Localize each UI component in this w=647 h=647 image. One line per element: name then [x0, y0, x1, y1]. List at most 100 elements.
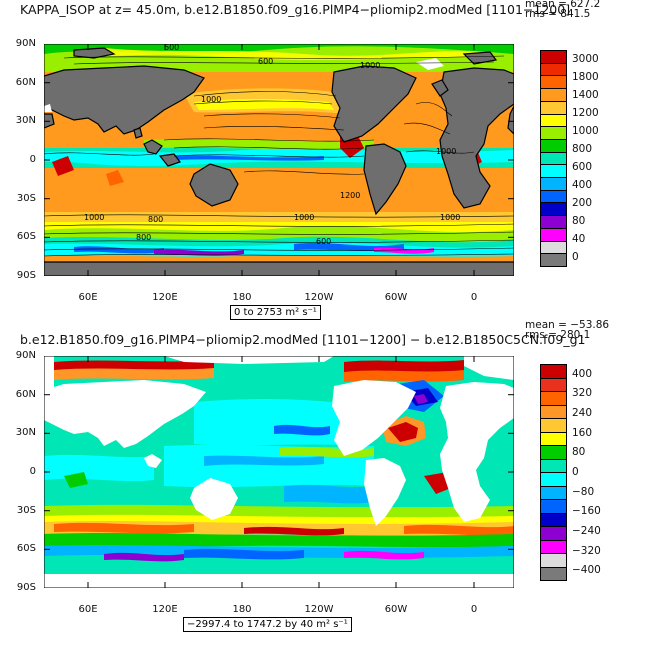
colorbar-label: −80	[572, 485, 595, 498]
lat-label: 0	[29, 154, 36, 165]
colorbar-label: −240	[572, 524, 601, 537]
colorbar-swatch	[540, 50, 567, 64]
lat-label: 60S	[16, 231, 36, 242]
panel-kappa-isop: KAPPA_ISOP at z= 45.0m, b.e12.B1850.f09_…	[0, 0, 647, 320]
panel-difference: b.e12.B1850.f09_g16.PlMP4−pliomip2.modMe…	[0, 319, 647, 647]
range-box: 0 to 2753 m² s⁻¹	[230, 305, 321, 320]
contour-label: 1000	[84, 213, 104, 222]
lon-label: 180	[232, 604, 252, 615]
colorbar-label: 80	[572, 215, 586, 227]
colorbar-swatch	[540, 539, 567, 554]
lat-label: 90S	[16, 582, 36, 593]
colorbar-label: −400	[572, 564, 601, 577]
colorbar-swatch	[540, 499, 567, 514]
contour-label: 600	[316, 237, 331, 246]
colorbar-swatch	[540, 202, 567, 217]
lon-label: 60W	[384, 292, 408, 303]
lat-label: 30N	[15, 115, 36, 126]
colorbar-swatch	[540, 553, 567, 568]
colorbar-swatch	[540, 253, 567, 267]
colorbar-swatch	[540, 526, 567, 541]
colorbar-label: 3000	[572, 53, 599, 65]
lat-label: 60N	[15, 77, 36, 88]
colorbar-label: 240	[572, 407, 593, 420]
colorbar-swatch	[540, 151, 567, 166]
colorbar-swatch	[540, 377, 567, 392]
lon-label: 120E	[152, 292, 178, 303]
contour-label: 800	[136, 233, 151, 242]
colorbar-swatch	[540, 431, 567, 446]
colorbar-label: −160	[572, 505, 601, 518]
colorbar-swatch	[540, 189, 567, 204]
contour-label: 1000	[440, 213, 460, 222]
lat-label: 0	[29, 466, 36, 477]
colorbar-swatch	[540, 404, 567, 419]
lat-label: 30S	[16, 193, 36, 204]
lat-label: 90N	[15, 38, 36, 49]
colorbar-label: 400	[572, 367, 593, 380]
lon-label: 0	[470, 604, 478, 615]
lon-label: 60E	[78, 604, 98, 615]
range-box: −2997.4 to 1747.2 by 40 m² s⁻¹	[183, 617, 352, 632]
colorbar-label: −320	[572, 544, 601, 557]
lat-label: 30S	[16, 505, 36, 516]
colorbar-label: 0	[572, 251, 579, 263]
colorbar-label: 320	[572, 387, 593, 400]
colorbar: 3000 1800 1400 1200 1000 800 600 400 200 80 40 0	[540, 50, 599, 267]
colorbar-swatch	[540, 177, 567, 191]
stats-mean: mean = −53.86	[525, 319, 610, 331]
colorbar-swatch	[540, 113, 567, 128]
lat-label: 60S	[16, 543, 36, 554]
contour-label: 1000	[360, 61, 380, 70]
colorbar: 400 320 240 160 80 0 −80 −160 −240 −320 −400	[540, 364, 601, 581]
lon-label: 60E	[78, 292, 98, 303]
stats-rms: rms = 280.1	[525, 329, 591, 341]
colorbar-swatch	[540, 126, 567, 140]
contour-label: 1000	[436, 147, 456, 156]
contour-label: 600	[258, 57, 273, 66]
colorbar-swatch	[540, 445, 567, 460]
colorbar-label: 600	[572, 161, 593, 173]
colorbar-label: 1000	[572, 125, 599, 137]
panel-title: b.e12.B1850.f09_g16.PlMP4−pliomip2.modMe…	[20, 332, 586, 347]
lat-label: 90S	[16, 270, 36, 281]
colorbar-label: 400	[572, 179, 593, 191]
stats-rms: rms = 841.5	[525, 8, 591, 20]
colorbar-swatch	[540, 391, 567, 406]
colorbar-label: 200	[572, 197, 593, 209]
lon-label: 120W	[304, 604, 334, 615]
map-difference	[44, 356, 514, 588]
contour-label: 1000	[201, 95, 221, 104]
lon-label: 60W	[384, 604, 408, 615]
colorbar-swatch	[540, 485, 567, 500]
colorbar-label: 1200	[572, 107, 599, 119]
colorbar-label: 1800	[572, 71, 599, 83]
colorbar-swatch	[540, 138, 567, 153]
colorbar-swatch	[540, 458, 567, 473]
colorbar-swatch	[540, 512, 567, 527]
colorbar-label: 0	[572, 466, 579, 478]
colorbar-label: 160	[572, 426, 593, 439]
colorbar-swatch	[540, 227, 567, 242]
colorbar-swatch	[540, 566, 567, 581]
colorbar-swatch	[540, 100, 567, 115]
colorbar-label: 1400	[572, 89, 599, 101]
colorbar-swatch	[540, 240, 567, 255]
colorbar-swatch	[540, 364, 567, 379]
colorbar-label: 80	[572, 446, 586, 459]
lat-label: 60N	[15, 389, 36, 400]
lat-label: 90N	[15, 350, 36, 361]
contour-lines	[44, 55, 514, 257]
contour-label: 1000	[294, 213, 314, 222]
colorbar-swatch	[540, 75, 567, 90]
lon-label: 180	[232, 292, 252, 303]
map-kappa-isop: 600 600 1000 1000 800 1000 1000 600 1200…	[44, 44, 514, 276]
lon-label: 0	[470, 292, 478, 303]
colorbar-swatch	[540, 418, 567, 433]
colorbar-swatch	[540, 164, 567, 179]
lat-label: 30N	[15, 427, 36, 438]
panel-title: KAPPA_ISOP at z= 45.0m, b.e12.B1850.f09_…	[20, 2, 571, 17]
contour-label: 600	[164, 44, 179, 52]
contour-label: 800	[148, 215, 163, 224]
land-mass	[44, 47, 514, 276]
